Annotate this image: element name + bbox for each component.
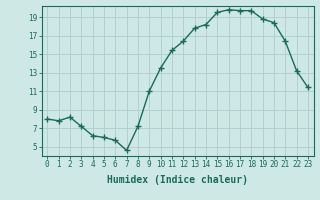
X-axis label: Humidex (Indice chaleur): Humidex (Indice chaleur) bbox=[107, 175, 248, 185]
